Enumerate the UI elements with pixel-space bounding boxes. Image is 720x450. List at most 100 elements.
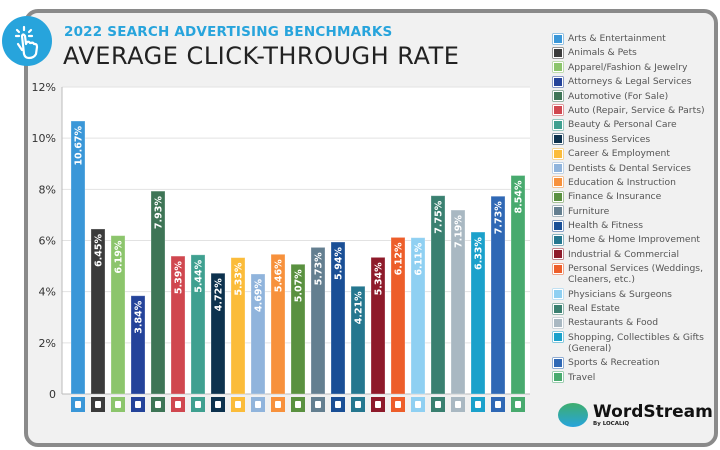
- y-tick-label: 2%: [39, 337, 56, 350]
- armchair-icon: [553, 206, 563, 217]
- hand-icon: [553, 263, 563, 274]
- dumbbell-icon-glyph: [335, 401, 341, 408]
- document-icon: [553, 134, 563, 145]
- shirt-icon-glyph: [115, 401, 121, 408]
- bar: [430, 195, 446, 395]
- legend-label: Auto (Repair, Service & Parts): [568, 104, 705, 116]
- legend-item: Real Estate: [553, 303, 718, 314]
- graduation-cap-icon-glyph: [275, 401, 281, 408]
- bar: [370, 256, 386, 395]
- legend-item: Finance & Insurance: [553, 191, 718, 202]
- data-label: 5.39%: [174, 261, 185, 294]
- legend-item: Business Services: [553, 134, 718, 145]
- legend-item: Travel: [553, 372, 718, 383]
- y-tick-label: 12%: [32, 81, 56, 94]
- wordstream-logo-icon: [558, 403, 588, 427]
- tooth-icon-glyph: [255, 401, 261, 408]
- brush-icon: [553, 119, 563, 130]
- y-tick-label: 8%: [39, 183, 56, 196]
- fork-knife-icon-glyph: [455, 401, 461, 408]
- car-tag-icon: [553, 91, 563, 102]
- gavel-icon: [553, 76, 563, 87]
- briefcase-icon: [553, 148, 563, 159]
- legend-item: Shopping, Collectibles & Gifts (General): [553, 332, 718, 354]
- pointing-hand-click-icon: [2, 16, 52, 66]
- car-icon: [553, 105, 563, 116]
- legend-label: Attorneys & Legal Services: [568, 76, 692, 88]
- wordstream-logo: WordStream By LOCALiQ: [558, 403, 713, 427]
- piggy-bank-icon: [553, 191, 563, 202]
- data-label: 7.75%: [434, 200, 445, 233]
- data-label: 7.19%: [454, 215, 465, 248]
- legend-label: Physicians & Surgeons: [568, 288, 672, 300]
- bar: [290, 263, 306, 395]
- legend-label: Finance & Insurance: [568, 191, 662, 203]
- data-label: 6.45%: [94, 234, 105, 267]
- paw-icon: [553, 47, 563, 58]
- bar: [70, 120, 86, 395]
- legend-item: Physicians & Surgeons: [553, 289, 718, 300]
- chart-legend: Arts & Entertainment Animals & Pets Appare…: [553, 33, 718, 386]
- data-label: 8.54%: [514, 180, 525, 213]
- bar: [150, 190, 166, 395]
- legend-label: Animals & Pets: [568, 47, 637, 59]
- legend-item: Apparel/Fashion & Jewelry: [553, 62, 718, 73]
- legend-item: Sports & Recreation: [553, 357, 718, 368]
- legend-item: Industrial & Commercial: [553, 249, 718, 260]
- data-label: 5.33%: [234, 262, 245, 295]
- data-label: 6.19%: [114, 240, 125, 273]
- legend-label: Real Estate: [568, 303, 620, 315]
- legend-item: Restaurants & Food: [553, 317, 718, 328]
- legend-label: Industrial & Commercial: [568, 248, 680, 260]
- legend-label: Personal Services (Weddings, Cleaners, e…: [568, 263, 703, 286]
- data-label: 5.07%: [294, 269, 305, 302]
- y-tick-label: 4%: [39, 286, 56, 299]
- chart-title: AVERAGE CLICK-THROUGH RATE: [63, 42, 460, 70]
- airplane-icon: [553, 372, 563, 383]
- y-tick-label: 6%: [39, 235, 56, 248]
- graduation-cap-icon: [553, 177, 563, 188]
- legend-item: Animals & Pets: [553, 47, 718, 58]
- legend-item: Auto (Repair, Service & Parts): [553, 105, 718, 116]
- factory-icon-glyph: [375, 401, 381, 408]
- legend-label: Furniture: [568, 205, 610, 217]
- fork-knife-icon: [553, 317, 563, 328]
- ball-icon: [553, 357, 563, 368]
- legend-item: Attorneys & Legal Services: [553, 76, 718, 87]
- data-label: 7.93%: [154, 196, 165, 229]
- legend-item: Automotive (For Sale): [553, 91, 718, 102]
- data-label: 5.73%: [314, 252, 325, 285]
- data-label: 5.34%: [374, 262, 385, 295]
- airplane-icon-glyph: [515, 401, 521, 408]
- picture-icon-glyph: [75, 401, 81, 408]
- bar: [410, 237, 426, 395]
- legend-label: Business Services: [568, 133, 651, 145]
- bar: [190, 254, 206, 395]
- data-label: 5.46%: [274, 259, 285, 292]
- legend-label: Restaurants & Food: [568, 317, 659, 329]
- car-tag-icon-glyph: [155, 401, 161, 408]
- legend-label: Beauty & Personal Care: [568, 119, 677, 131]
- legend-label: Career & Employment: [568, 148, 670, 160]
- data-label: 3.84%: [134, 300, 145, 333]
- bar: [350, 285, 366, 395]
- data-label: 4.69%: [254, 279, 265, 312]
- legend-item: Education & Instruction: [553, 177, 718, 188]
- brush-icon-glyph: [195, 401, 201, 408]
- data-label: 7.73%: [494, 201, 505, 234]
- data-label: 6.12%: [394, 242, 405, 275]
- building-icon-glyph: [435, 401, 441, 408]
- legend-label: Dentists & Dental Services: [568, 162, 691, 174]
- building-icon: [553, 303, 563, 314]
- bar: [490, 195, 506, 395]
- data-label: 6.11%: [414, 242, 425, 275]
- y-tick-label: 10%: [32, 132, 56, 145]
- chart-subtitle: 2022 SEARCH ADVERTISING BENCHMARKS: [64, 24, 393, 40]
- car-icon-glyph: [175, 401, 181, 408]
- bar: [170, 255, 186, 395]
- legend-label: Automotive (For Sale): [568, 90, 669, 102]
- legend-item: Personal Services (Weddings, Cleaners, e…: [553, 263, 718, 285]
- gift-icon: [553, 332, 563, 343]
- medical-cross-icon-glyph: [415, 401, 421, 408]
